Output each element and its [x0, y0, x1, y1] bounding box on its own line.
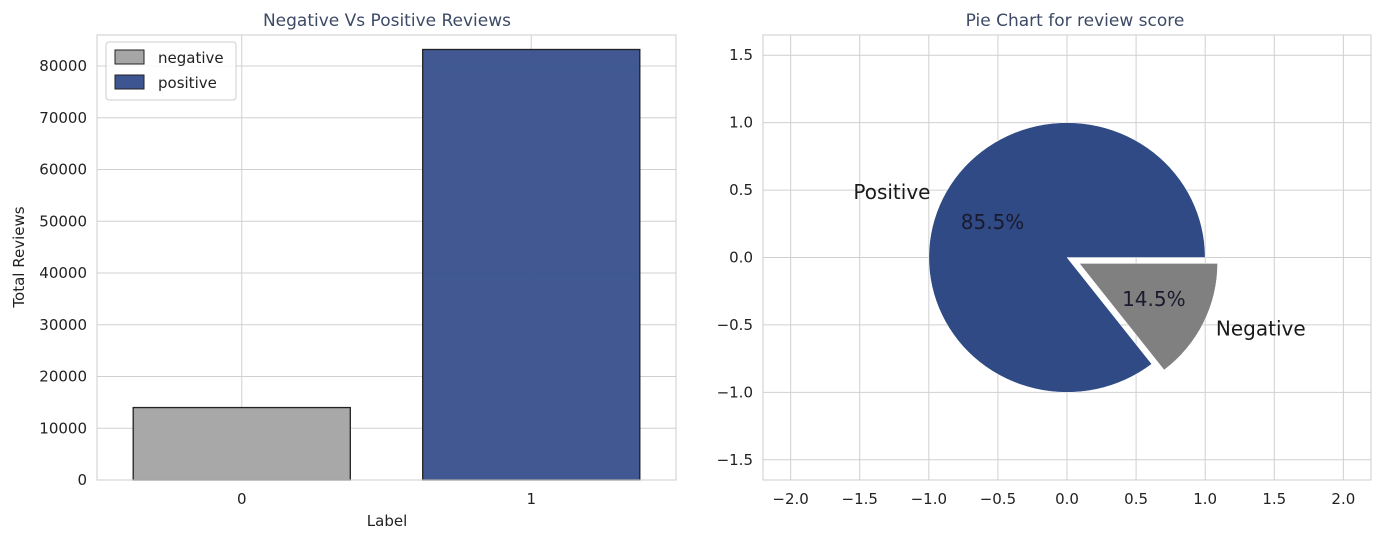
pie-category-label: Positive — [853, 180, 930, 204]
bar-y-tick-label: 50000 — [39, 212, 87, 230]
bar-plot-frame — [96, 34, 677, 481]
bar-1 — [422, 48, 641, 481]
pie-labels: 85.5% Positive 14.5% Negative — [853, 180, 1305, 340]
pie-pct-label: 14.5% — [1122, 287, 1186, 311]
pie-y-ticks: 1.5 1.0 0.5 0.0 −0.5 −1.0 −1.5 — [717, 46, 753, 469]
pie-x-tick-label: 2.0 — [1331, 490, 1355, 508]
pie-x-tick-label: 1.0 — [1193, 490, 1217, 508]
pie-y-tick-label: 0.0 — [729, 249, 753, 267]
pie-x-ticks: −2.0 −1.5 −1.0 −0.5 0.0 0.5 1.0 1.5 2.0 — [772, 490, 1355, 508]
bar-legend: negative positive — [105, 41, 237, 101]
legend-label-negative: negative — [158, 49, 224, 67]
pie-y-tick-label: −0.5 — [717, 316, 753, 334]
pie-wedge-negative — [1078, 263, 1218, 371]
pie-y-tick-label: 0.5 — [729, 181, 753, 199]
bar-bars — [132, 48, 641, 481]
pie-category-label: Negative — [1216, 317, 1306, 341]
bar-x-tick-label: 0 — [237, 490, 247, 508]
bar-chart-title: Negative Vs Positive Reviews — [263, 11, 511, 31]
pie-plot-frame — [762, 34, 1372, 481]
pie-x-tick-label: 0.0 — [1055, 490, 1079, 508]
bar-0 — [132, 406, 351, 481]
pie-x-tick-label: −2.0 — [772, 490, 808, 508]
pie-wedge-positive — [928, 122, 1206, 393]
pie-x-tick-label: −1.0 — [911, 490, 947, 508]
pie-y-tick-label: −1.0 — [717, 383, 753, 401]
pie-x-tick-label: 1.5 — [1262, 490, 1286, 508]
legend-swatch-negative — [114, 49, 145, 65]
pie-pct-label: 85.5% — [961, 210, 1025, 234]
pie-y-tick-label: −1.5 — [717, 451, 753, 469]
pie-wedges — [928, 122, 1218, 393]
bar-y-ticks: 0 10000 20000 30000 40000 50000 60000 70000 8000… — [39, 57, 87, 489]
bar-y-tick-label: 80000 — [39, 57, 87, 75]
pie-chart: Pie Chart for review score 1.51.00.50.0−… — [717, 11, 1372, 508]
pie-y-tick-label: 1.5 — [729, 46, 753, 64]
bar-y-tick-label: 10000 — [39, 419, 87, 437]
legend-label-positive: positive — [158, 74, 217, 92]
bar-y-tick-label: 20000 — [39, 368, 87, 386]
pie-x-tick-label: −0.5 — [980, 490, 1016, 508]
pie-y-tick-label: 1.0 — [729, 114, 753, 132]
bar-chart: Negative Vs Positive Reviews 0 10000 20000… — [10, 11, 677, 530]
bar-y-tick-label: 30000 — [39, 316, 87, 334]
bar-y-tick-label: 70000 — [39, 109, 87, 127]
bar-x-tick-label: 1 — [526, 490, 536, 508]
legend-swatch-positive — [114, 74, 145, 90]
bar-y-tick-label: 0 — [77, 471, 87, 489]
bar-y-axis-label: Total Reviews — [10, 206, 28, 308]
pie-x-tick-label: 0.5 — [1124, 490, 1148, 508]
pie-chart-title: Pie Chart for review score — [966, 11, 1185, 31]
pie-x-tick-label: −1.5 — [842, 490, 878, 508]
bar-x-axis-label: Label — [367, 512, 407, 530]
bar-y-tick-label: 40000 — [39, 264, 87, 282]
bar-y-tick-label: 60000 — [39, 161, 87, 179]
